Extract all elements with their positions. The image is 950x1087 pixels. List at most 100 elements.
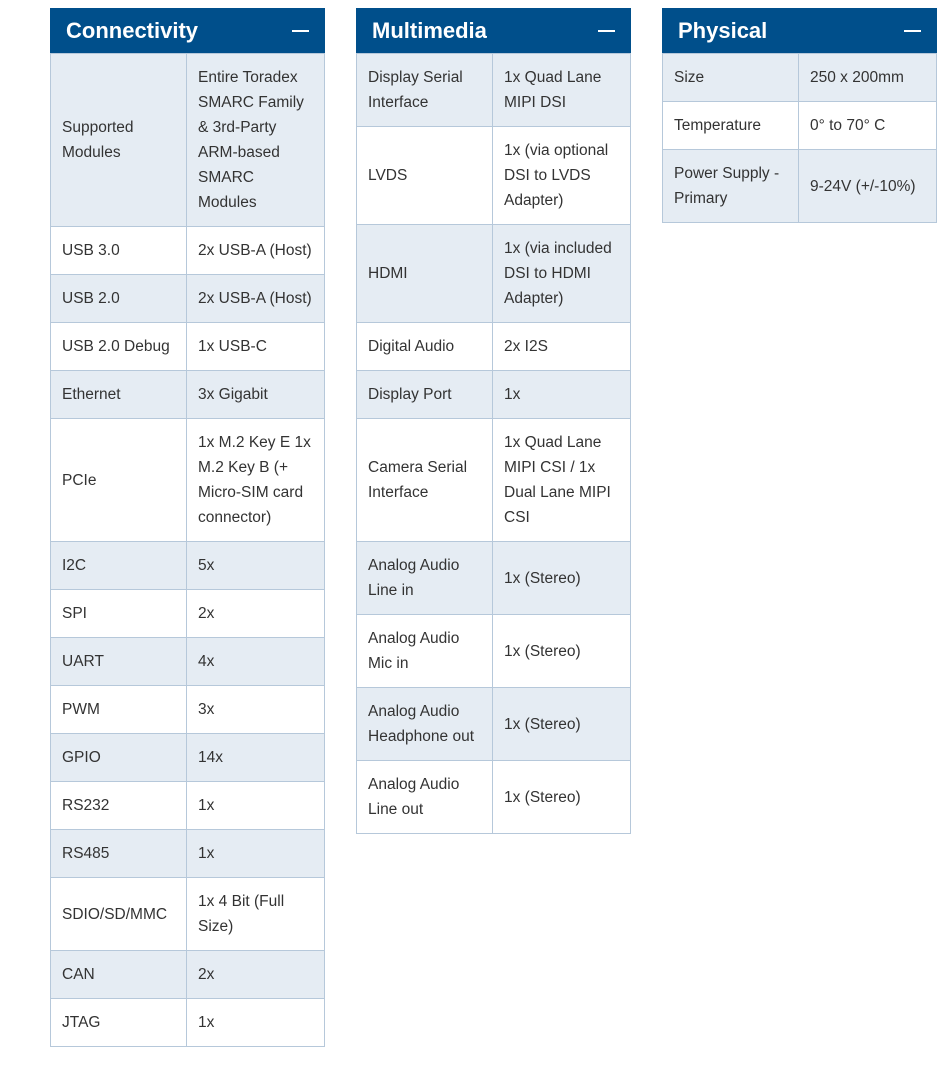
spec-value: 2x I2S	[492, 322, 631, 371]
connectivity-title: Connectivity	[66, 17, 199, 43]
spec-label: Analog Audio Headphone out	[356, 687, 493, 761]
spec-value: 1x M.2 Key E 1x M.2 Key B (+ Micro-SIM c…	[186, 418, 325, 542]
spec-value: 1x 4 Bit (Full Size)	[186, 877, 325, 951]
physical-header[interactable]: Physical	[662, 8, 937, 53]
connectivity-header[interactable]: Connectivity	[50, 8, 325, 53]
spec-label: Analog Audio Mic in	[356, 614, 493, 688]
table-row: Digital Audio 2x I2S	[356, 322, 631, 371]
spec-label: Analog Audio Line in	[356, 541, 493, 615]
collapse-minus-icon[interactable]	[292, 29, 309, 32]
spec-value: 1x	[492, 370, 631, 419]
spec-label: USB 3.0	[50, 226, 187, 275]
spec-label: PCIe	[50, 418, 187, 542]
table-row: Size 250 x 200mm	[662, 53, 937, 102]
table-row: SDIO/SD/MMC 1x 4 Bit (Full Size)	[50, 877, 325, 951]
table-row: Camera Serial Interface 1x Quad Lane MIP…	[356, 418, 631, 542]
spec-value: 0° to 70° C	[798, 101, 937, 150]
table-row: RS485 1x	[50, 829, 325, 878]
table-row: PWM 3x	[50, 685, 325, 734]
spec-label: USB 2.0	[50, 274, 187, 323]
table-row: Analog Audio Mic in 1x (Stereo)	[356, 614, 631, 688]
multimedia-spec-table: Display Serial Interface 1x Quad Lane MI…	[356, 53, 631, 834]
spec-label: Supported Modules	[50, 53, 187, 227]
spec-value: 2x USB-A (Host)	[186, 274, 325, 323]
spec-value: 2x USB-A (Host)	[186, 226, 325, 275]
table-row: RS232 1x	[50, 781, 325, 830]
table-row: GPIO 14x	[50, 733, 325, 782]
table-row: I2C 5x	[50, 541, 325, 590]
spec-value: 1x (Stereo)	[492, 760, 631, 834]
table-row: PCIe 1x M.2 Key E 1x M.2 Key B (+ Micro-…	[50, 418, 325, 542]
multimedia-header[interactable]: Multimedia	[356, 8, 631, 53]
spec-label: Display Serial Interface	[356, 53, 493, 127]
spec-label: SPI	[50, 589, 187, 638]
spec-value: 1x	[186, 829, 325, 878]
spec-value: 9-24V (+/-10%)	[798, 149, 937, 223]
spec-label: Power Supply - Primary	[662, 149, 799, 223]
spec-label: Display Port	[356, 370, 493, 419]
multimedia-panel: Multimedia Display Serial Interface 1x Q…	[356, 8, 631, 834]
table-row: LVDS 1x (via optional DSI to LVDS Adapte…	[356, 126, 631, 225]
table-row: Analog Audio Line out 1x (Stereo)	[356, 760, 631, 834]
physical-panel: Physical Size 250 x 200mm Temperature 0°…	[662, 8, 937, 223]
spec-value: 14x	[186, 733, 325, 782]
spec-label: I2C	[50, 541, 187, 590]
spec-label: CAN	[50, 950, 187, 999]
spec-label: USB 2.0 Debug	[50, 322, 187, 371]
spec-label: SDIO/SD/MMC	[50, 877, 187, 951]
spec-value: 250 x 200mm	[798, 53, 937, 102]
spec-value: 1x (Stereo)	[492, 687, 631, 761]
spec-label: RS485	[50, 829, 187, 878]
spec-value: 1x	[186, 781, 325, 830]
connectivity-panel: Connectivity Supported Modules Entire To…	[50, 8, 325, 1047]
physical-spec-table: Size 250 x 200mm Temperature 0° to 70° C…	[662, 53, 937, 223]
table-row: Display Port 1x	[356, 370, 631, 419]
spec-value: 1x Quad Lane MIPI DSI	[492, 53, 631, 127]
collapse-minus-icon[interactable]	[598, 29, 615, 32]
table-row: Analog Audio Headphone out 1x (Stereo)	[356, 687, 631, 761]
spec-value: 3x	[186, 685, 325, 734]
table-row: USB 3.0 2x USB-A (Host)	[50, 226, 325, 275]
table-row: UART 4x	[50, 637, 325, 686]
multimedia-title: Multimedia	[372, 17, 487, 43]
table-row: Display Serial Interface 1x Quad Lane MI…	[356, 53, 631, 127]
spec-value: Entire Toradex SMARC Family & 3rd-Party …	[186, 53, 325, 227]
table-row: Power Supply - Primary 9-24V (+/-10%)	[662, 149, 937, 223]
spec-label: Analog Audio Line out	[356, 760, 493, 834]
spec-value: 1x (Stereo)	[492, 541, 631, 615]
spec-label: RS232	[50, 781, 187, 830]
table-row: USB 2.0 2x USB-A (Host)	[50, 274, 325, 323]
table-row: Ethernet 3x Gigabit	[50, 370, 325, 419]
spec-label: UART	[50, 637, 187, 686]
spec-value: 1x Quad Lane MIPI CSI / 1x Dual Lane MIP…	[492, 418, 631, 542]
spec-label: Ethernet	[50, 370, 187, 419]
spec-value: 1x (via optional DSI to LVDS Adapter)	[492, 126, 631, 225]
table-row: JTAG 1x	[50, 998, 325, 1047]
table-row: Supported Modules Entire Toradex SMARC F…	[50, 53, 325, 227]
spec-label: Temperature	[662, 101, 799, 150]
table-row: CAN 2x	[50, 950, 325, 999]
spec-value: 4x	[186, 637, 325, 686]
spec-value: 1x	[186, 998, 325, 1047]
table-row: Analog Audio Line in 1x (Stereo)	[356, 541, 631, 615]
table-row: HDMI 1x (via included DSI to HDMI Adapte…	[356, 224, 631, 323]
spec-label: Size	[662, 53, 799, 102]
spec-label: Camera Serial Interface	[356, 418, 493, 542]
table-row: Temperature 0° to 70° C	[662, 101, 937, 150]
table-row: USB 2.0 Debug 1x USB-C	[50, 322, 325, 371]
spec-label: JTAG	[50, 998, 187, 1047]
spec-label: Digital Audio	[356, 322, 493, 371]
spec-label: GPIO	[50, 733, 187, 782]
connectivity-spec-table: Supported Modules Entire Toradex SMARC F…	[50, 53, 325, 1047]
spec-value: 3x Gigabit	[186, 370, 325, 419]
spec-value: 1x (via included DSI to HDMI Adapter)	[492, 224, 631, 323]
spec-value: 1x (Stereo)	[492, 614, 631, 688]
spec-value: 2x	[186, 950, 325, 999]
spec-label: PWM	[50, 685, 187, 734]
spec-value: 1x USB-C	[186, 322, 325, 371]
spec-label: LVDS	[356, 126, 493, 225]
spec-value: 2x	[186, 589, 325, 638]
collapse-minus-icon[interactable]	[904, 29, 921, 32]
spec-value: 5x	[186, 541, 325, 590]
table-row: SPI 2x	[50, 589, 325, 638]
